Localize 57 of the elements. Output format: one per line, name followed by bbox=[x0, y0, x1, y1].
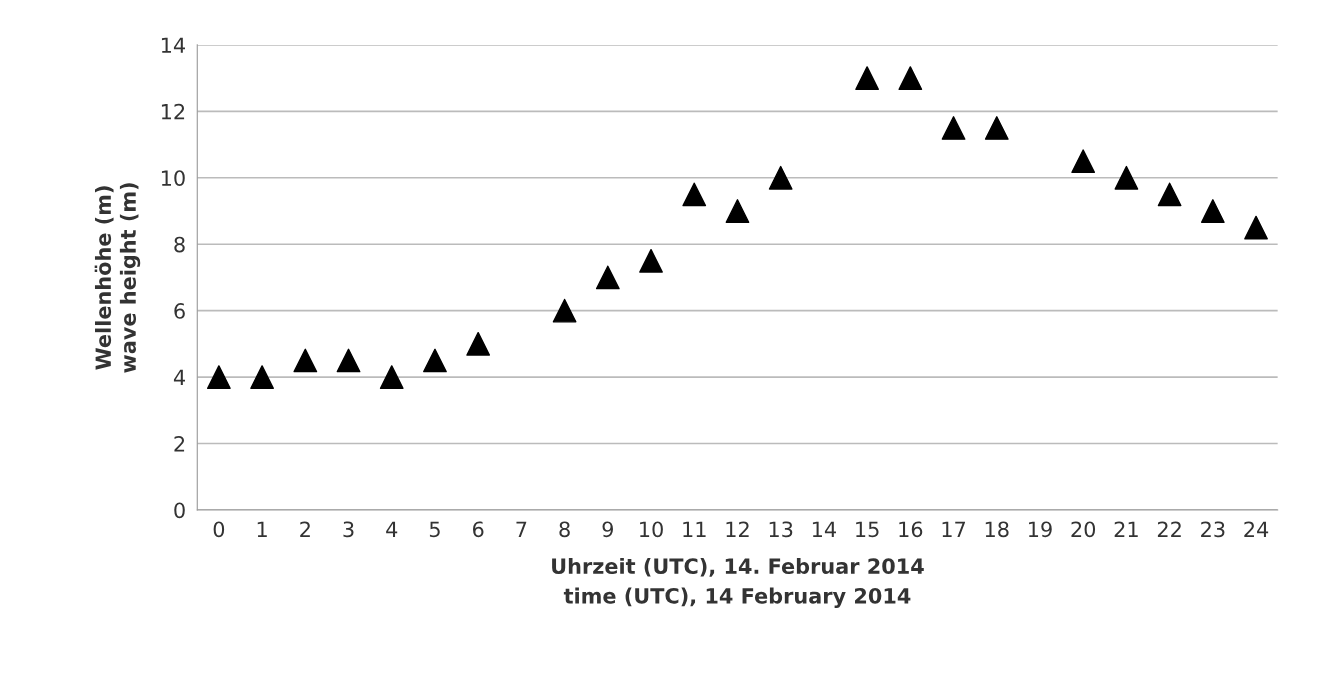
point bbox=[1114, 165, 1139, 190]
y-tick-label: 4 bbox=[173, 369, 185, 385]
point bbox=[206, 365, 231, 389]
x-tick-label: 24 bbox=[1244, 521, 1269, 537]
x-tick-label: 15 bbox=[856, 521, 879, 538]
x-tick-label: 23 bbox=[1201, 521, 1225, 538]
point bbox=[423, 348, 447, 373]
x-tick-label: 8 bbox=[559, 521, 570, 538]
point bbox=[1244, 215, 1268, 240]
y-tick-label: 14 bbox=[161, 37, 185, 53]
x-tick-label: 3 bbox=[343, 521, 354, 538]
point bbox=[336, 348, 361, 373]
x-tick-label: 4 bbox=[386, 521, 398, 537]
point bbox=[639, 248, 663, 273]
point bbox=[898, 66, 923, 91]
x-tick-label: 7 bbox=[516, 521, 527, 537]
x-tick-label: 14 bbox=[812, 521, 836, 537]
point bbox=[466, 331, 491, 356]
point bbox=[379, 365, 404, 389]
x-tick-label: 11 bbox=[683, 521, 706, 537]
x-tick-label: 5 bbox=[429, 521, 440, 538]
x-tick-label: 19 bbox=[1029, 521, 1052, 538]
point bbox=[768, 165, 793, 190]
x-axis-title: Uhrzeit (UTC), 14. Februar 2014 time (UTC), 14 February 2014 bbox=[552, 557, 924, 608]
x-tick-label: 1 bbox=[257, 521, 267, 537]
point bbox=[250, 365, 274, 389]
y-tick-label: 8 bbox=[174, 236, 185, 253]
point bbox=[552, 298, 577, 323]
point bbox=[682, 182, 707, 207]
x-tick-label: 13 bbox=[769, 521, 793, 538]
point bbox=[1157, 182, 1182, 207]
x-tick-label: 16 bbox=[899, 521, 923, 538]
point bbox=[725, 199, 750, 223]
point bbox=[595, 265, 620, 290]
point bbox=[1200, 199, 1225, 223]
x-tick-label: 20 bbox=[1071, 521, 1096, 538]
point bbox=[984, 116, 1009, 140]
x-tick-label: 6 bbox=[473, 521, 484, 538]
x-tick-label: 0 bbox=[213, 521, 225, 538]
x-tick-label: 9 bbox=[602, 521, 613, 538]
y-tick-label: 2 bbox=[174, 435, 185, 452]
y-tick-label: 6 bbox=[174, 303, 185, 319]
x-tick-label: 21 bbox=[1114, 521, 1138, 537]
point bbox=[293, 348, 318, 373]
x-tick-label: 18 bbox=[985, 521, 1009, 538]
x-tick-label: 12 bbox=[726, 521, 749, 537]
y-tick-label: 0 bbox=[174, 502, 185, 519]
y-axis-title: Wellenhöhe (m) wave height (m) bbox=[94, 183, 141, 373]
y-tick-label: 12 bbox=[161, 103, 185, 120]
x-tick-label: 2 bbox=[300, 521, 310, 537]
x-tick-label: 22 bbox=[1157, 521, 1181, 537]
point bbox=[855, 66, 880, 91]
x-tick-label: 17 bbox=[942, 521, 966, 537]
y-tick-label: 10 bbox=[161, 170, 185, 186]
point bbox=[1071, 149, 1096, 174]
x-tick-label: 10 bbox=[640, 521, 663, 538]
point bbox=[941, 116, 966, 140]
